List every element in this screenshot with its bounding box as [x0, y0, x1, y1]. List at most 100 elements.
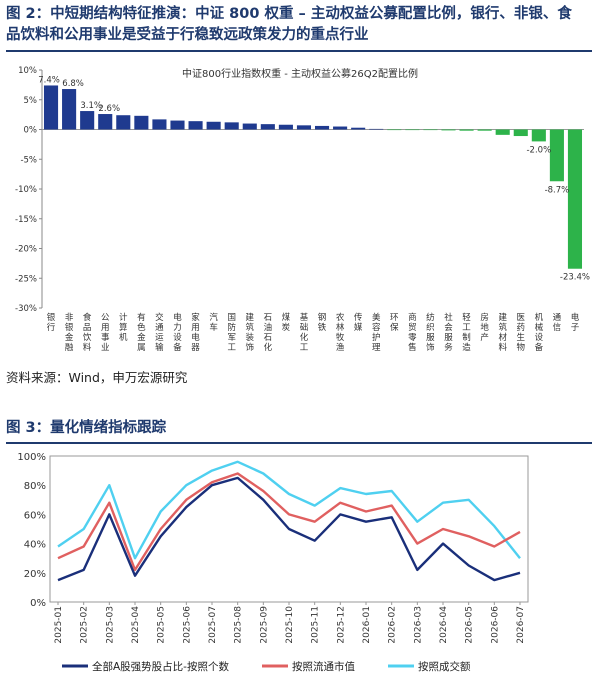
bar [152, 119, 167, 130]
line-y-tick-label: 20% [24, 569, 46, 580]
bar-data-label: 6.8% [62, 79, 84, 89]
line-x-tick-label: 2026-03 [413, 606, 423, 644]
bar [351, 127, 366, 130]
bar [495, 129, 510, 135]
figure3-title-rule [6, 442, 592, 444]
bar-category-label: 公用事业 [101, 313, 110, 353]
line-y-tick-label: 40% [24, 540, 46, 551]
bar-category-label: 轻工制造 [462, 312, 471, 353]
bar-category-label: 家用电器 [191, 312, 200, 353]
bar-category-label: 房地产 [480, 312, 489, 343]
bar [459, 129, 474, 131]
line-series-0 [57, 476, 521, 582]
line-x-tick-label: 2026-06 [490, 606, 500, 644]
line-x-tick-label: 2025-02 [80, 606, 90, 644]
line-y-tick-label: 100% [17, 452, 46, 463]
line-x-tick-label: 2025-01 [54, 606, 64, 644]
bar-category-label: 食品饮料 [83, 312, 92, 353]
bar-data-label: -8.7% [545, 185, 570, 195]
bar [387, 129, 402, 131]
bar-y-tick-label: -20% [15, 245, 37, 255]
bar [513, 129, 528, 137]
bar [80, 111, 95, 130]
line-x-tick-label: 2026-07 [516, 606, 526, 644]
line-x-tick-label: 2025-07 [208, 606, 218, 644]
line-x-tick-label: 2025-06 [182, 606, 192, 644]
line-x-tick-label: 2026-01 [362, 606, 372, 644]
bar [296, 125, 312, 130]
bar-y-tick-label: 10% [18, 66, 37, 76]
legend-label: 全部A股强势股占比-按照个数 [92, 660, 229, 673]
line-x-tick-label: 2025-03 [105, 606, 115, 644]
bar-y-tick-label: -15% [15, 215, 37, 225]
bar-category-label: 纺织服饰 [426, 312, 435, 353]
bar [278, 124, 293, 130]
bar-chart-title: 中证800行业指数权重 - 主动权益公募26Q2配置比例 [182, 67, 418, 80]
bar [116, 115, 131, 130]
line-x-tick-label: 2025-04 [131, 606, 141, 644]
line-x-tick-label: 2026-05 [465, 606, 475, 644]
bar-y-tick-label: -5% [20, 155, 37, 165]
bar [314, 125, 330, 130]
bar-category-label: 计算机 [119, 312, 128, 343]
bar [43, 85, 59, 130]
bar [242, 123, 257, 130]
bar [98, 114, 113, 130]
bar [224, 122, 239, 130]
bar-category-label: 非银金融 [65, 312, 74, 353]
legend-label: 按照流通市值 [292, 660, 355, 673]
bar-data-label: 2.6% [98, 104, 120, 114]
line-x-tick-label: 2026-02 [388, 606, 398, 644]
bar-data-label: -2.0% [526, 145, 551, 155]
bar-category-label: 建筑装饰 [246, 312, 255, 353]
bar [549, 129, 564, 182]
bar-category-label: 钢铁 [318, 312, 327, 333]
bar-category-label: 基础化工 [300, 312, 309, 353]
figure2-title-line1: 图 2：中短期结构特征推演：中证 800 权重 – 主动权益公募配置比例，银行、… [6, 6, 572, 22]
bar-y-tick-label: 0% [24, 126, 38, 136]
bar-category-label: 环保 [390, 313, 399, 333]
bar-category-label: 医药生物 [517, 313, 526, 353]
bar-category-label: 电子 [571, 312, 580, 333]
line-series-2 [57, 460, 521, 560]
line-x-tick-label: 2025-12 [336, 606, 346, 644]
figure2-source: 资料来源：Wind，申万宏源研究 [6, 370, 188, 385]
bar-category-label: 机械设备 [535, 312, 544, 353]
figure2-title-rule [6, 50, 592, 52]
bar-category-label: 商贸零售 [408, 312, 417, 353]
bar-y-tick-label: -25% [15, 274, 37, 284]
bar-y-tick-label: -10% [15, 185, 37, 195]
bar [567, 129, 583, 269]
bar [441, 129, 456, 131]
bar-data-label: -23.4% [560, 273, 590, 283]
bar-y-tick-label: 5% [24, 96, 38, 106]
bar-category-label: 石油石化 [264, 313, 273, 353]
line-x-tick-label: 2025-09 [259, 606, 269, 644]
legend-label: 按照成交额 [418, 660, 471, 673]
line-y-tick-label: 0% [30, 598, 46, 609]
line-y-tick-label: 80% [24, 481, 46, 492]
bar-category-label: 银行 [47, 312, 56, 333]
bar-category-label: 传媒 [354, 312, 363, 333]
line-chart: 100% 80% 60% 40% 20% 0% 2025-01 2025-02 2025-03 2… [17, 452, 529, 673]
bar-category-label: 社会服务 [444, 312, 453, 353]
figure2-title-line2: 品饮料和公用事业是受益于行稳致远政策发力的重点行业 [6, 27, 369, 43]
bar-data-label: 7.4% [38, 75, 60, 85]
bar-category-label: 国防军工 [227, 313, 236, 353]
bar [423, 129, 438, 131]
bar [477, 129, 492, 131]
line-y-tick-label: 60% [24, 510, 46, 521]
bar [134, 115, 149, 130]
bar [170, 120, 185, 130]
bar-category-label: 美容护理 [372, 312, 381, 353]
line-series-1 [57, 472, 521, 572]
bar [369, 128, 384, 130]
bar [188, 121, 203, 130]
bar [62, 89, 77, 130]
line-x-tick-label: 2026-04 [439, 606, 449, 644]
bar-category-label: 有色金属 [137, 312, 146, 353]
bar [531, 129, 546, 142]
bar-data-label: 3.1% [80, 101, 102, 111]
line-x-tick-label: 2025-08 [234, 606, 244, 644]
bar-category-label: 通信 [553, 312, 562, 333]
